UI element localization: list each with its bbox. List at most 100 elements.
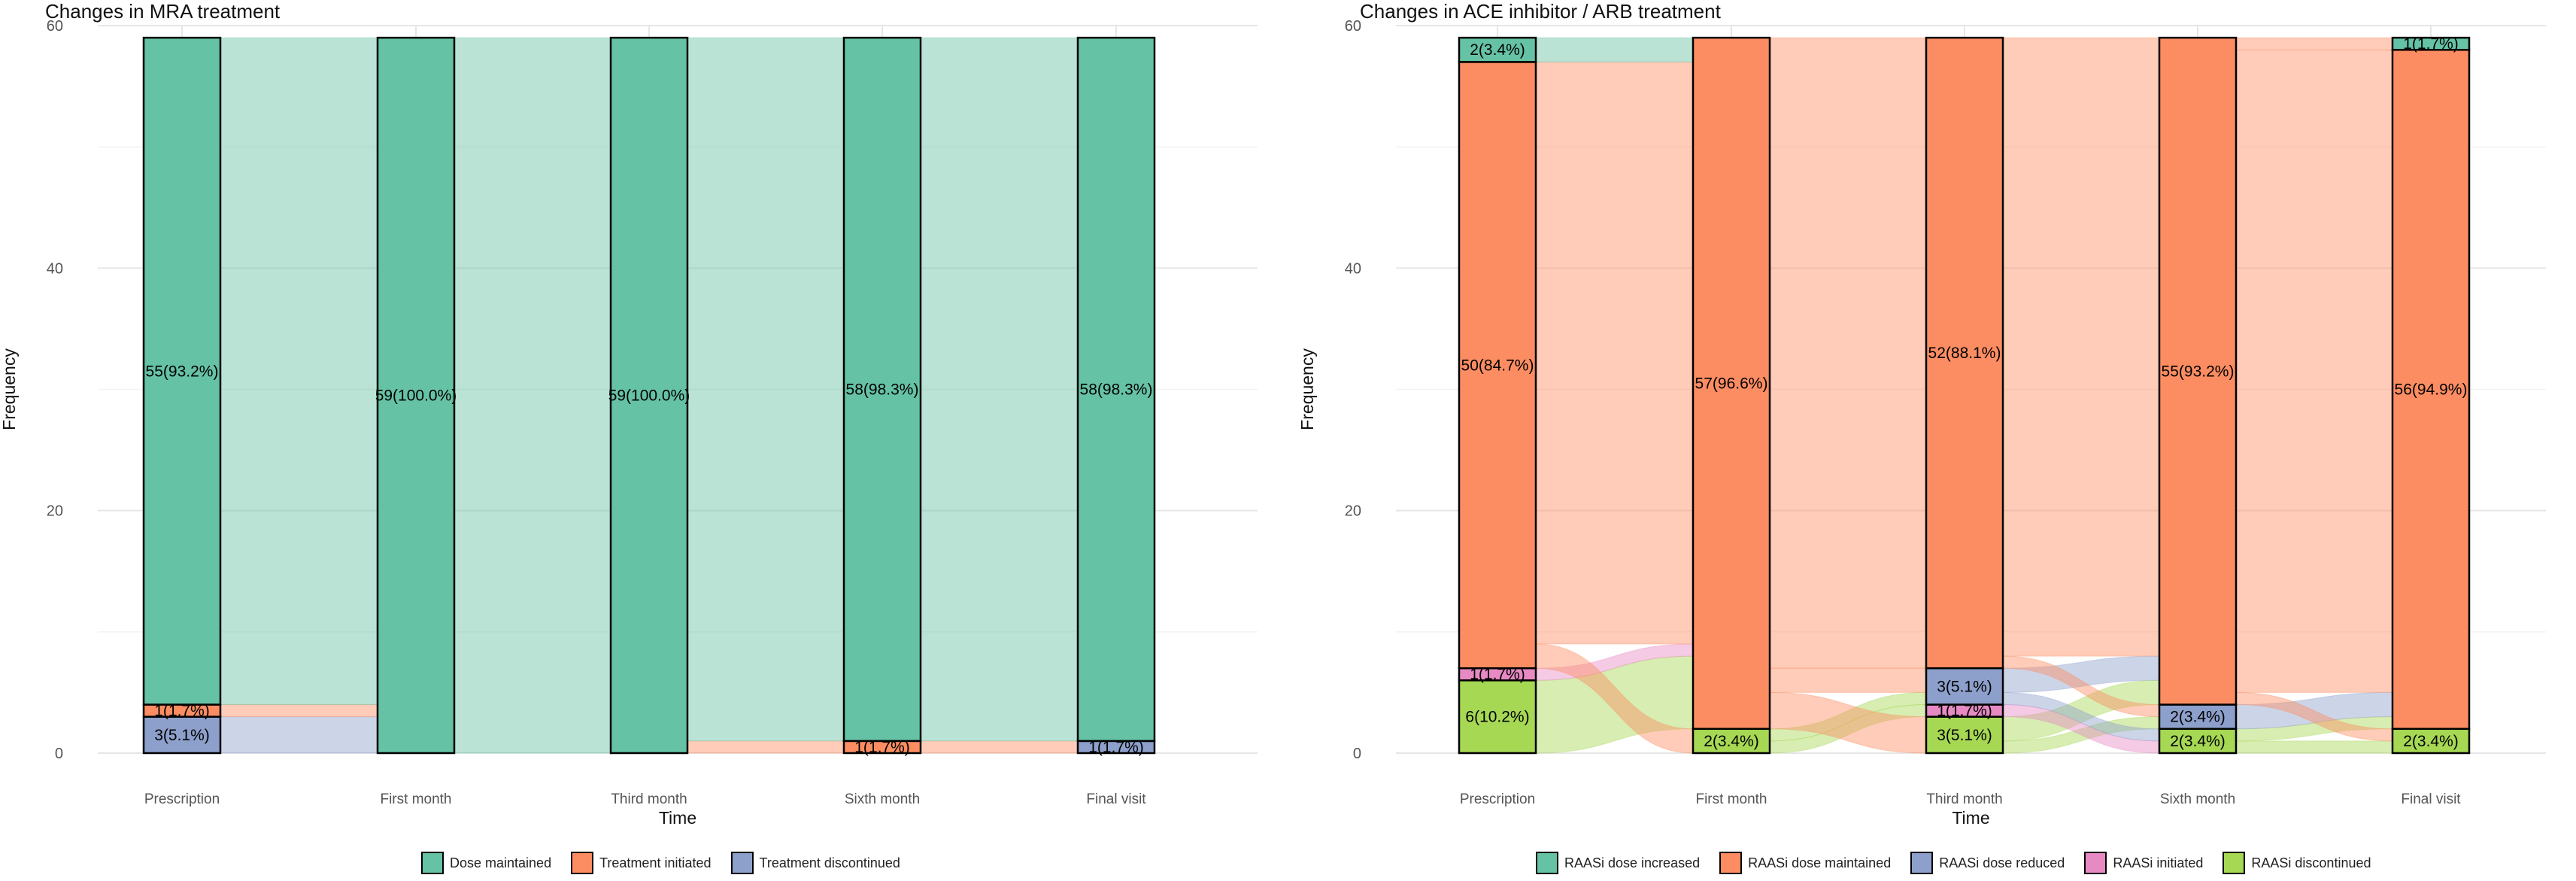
legend-key <box>2223 852 2246 874</box>
stratum-label: 3(5.1%) <box>154 727 210 744</box>
x-tick-label: Final visit <box>1086 791 1146 807</box>
x-tick-label: Third month <box>1926 791 2002 807</box>
x-axis-label: Time <box>659 808 696 828</box>
flow-dose-maintained-to-dose-maintained <box>687 37 845 742</box>
legend-key <box>571 852 594 874</box>
stratum-dose-maintained <box>376 36 456 755</box>
legend-label: Dose maintained <box>450 855 552 870</box>
stratum-label: 1(1.7%) <box>854 739 910 756</box>
legend-item-raasi-dose-increased: RAASi dose increased <box>1536 852 1700 874</box>
y-tick-label: 40 <box>1345 260 1361 277</box>
stratum-label: 6(10.2%) <box>1465 709 1529 726</box>
x-tick-label: Sixth month <box>845 791 920 807</box>
legend-label: RAASi dose increased <box>1564 855 1701 870</box>
x-tick-label: Prescription <box>1460 791 1535 807</box>
legend-label: RAASi dose reduced <box>1939 855 2065 870</box>
stratum-raasi-discontinued <box>2391 728 2471 755</box>
raasi-chart-panel: Changes in ACE inhibitor / ARB treatment… <box>1288 0 2576 881</box>
flow-raasi-dose-maintained-to-raasi-dose-maintained <box>2002 37 2160 657</box>
stratum-label: 1(1.7%) <box>154 703 210 720</box>
stratum-dose-maintained <box>142 36 222 706</box>
stratum-label: 2(3.4%) <box>1470 41 1525 59</box>
y-axis: 0 20 40 60 Frequency <box>1297 18 1361 762</box>
stratum-label: 55(93.2%) <box>2162 363 2235 380</box>
stratum-label: 1(1.7%) <box>1088 739 1144 756</box>
stratum-label: 56(94.9%) <box>2395 381 2468 399</box>
stratum-raasi-dose-maintained <box>1925 36 2004 670</box>
stratum-label: 59(100.0%) <box>375 387 457 405</box>
stratum-label: 3(5.1%) <box>1937 727 1992 744</box>
y-tick-label: 20 <box>47 503 63 520</box>
flow-raasi-dose-maintained-to-raasi-dose-maintained <box>1769 37 1927 669</box>
flow-dose-maintained-to-dose-maintained <box>220 37 378 706</box>
flow-dose-maintained-to-dose-maintained <box>920 37 1079 742</box>
stratum-label: 55(93.2%) <box>146 363 219 380</box>
flow-raasi-dose-maintained-to-raasi-dose-maintained <box>1535 61 1694 645</box>
stratum-label: 2(3.4%) <box>2170 733 2226 750</box>
x-tick-label: Prescription <box>144 791 220 807</box>
flow-raasi-dose-increased-to-raasi-dose-maintained <box>1535 37 1694 62</box>
stratum-treatment-discontinued <box>142 715 222 755</box>
x-axis-label: Time <box>1952 808 1989 828</box>
y-tick-label: 60 <box>1345 18 1361 35</box>
y-tick-label: 0 <box>55 746 63 762</box>
stratum-labels: 6(10.2%) 1(1.7%) 50(84.7%) 2(3.4%) 2(3.4%) 57… <box>1461 35 2468 750</box>
stratum-labels: 3(5.1%) 1(1.7%) 55(93.2%) 59(100.0%) 59(100.… <box>146 363 1153 756</box>
legend-key <box>1536 852 1558 874</box>
mra-chart-panel: Changes in MRA treatment 3(5.1%) 1(1.7%) 5… <box>0 0 1258 874</box>
stratum-raasi-dose-maintained <box>2391 48 2471 731</box>
y-tick-label: 0 <box>1353 746 1361 762</box>
flow-treatment-initiated-to-dose-maintained <box>220 704 378 718</box>
legend-item-raasi-dose-reduced: RAASi dose reduced <box>1910 852 2065 874</box>
stratum-raasi-discontinued <box>1458 679 1537 755</box>
stratum-dose-maintained <box>1076 36 1156 743</box>
legend-key <box>1910 852 1934 874</box>
stratum-raasi-dose-maintained <box>1692 36 1771 731</box>
mra-alluvial-chart: 3(5.1%) 1(1.7%) 55(93.2%) 59(100.0%) 59(100.… <box>0 18 1258 828</box>
stratum-dose-maintained <box>609 36 689 755</box>
chart-legend: RAASi dose increased RAASi dose maintaine… <box>1536 852 2371 874</box>
legend-label: RAASi discontinued <box>2251 855 2371 870</box>
strata <box>1458 36 2471 755</box>
y-axis-label: Frequency <box>1297 348 1317 430</box>
legend-key <box>1719 852 1743 874</box>
flow-treatment-discontinued-to-dose-maintained <box>220 716 378 754</box>
stratum-label: 50(84.7%) <box>1461 357 1534 374</box>
stratum-label: 1(1.7%) <box>1470 666 1525 683</box>
strata <box>142 36 1156 755</box>
y-axis: 0 20 40 60 Frequency <box>0 18 63 762</box>
y-tick-label: 20 <box>1345 503 1361 520</box>
stratum-label: 59(100.0%) <box>608 387 690 405</box>
legend-label: RAASi dose maintained <box>1748 855 1892 870</box>
y-axis-label: Frequency <box>0 348 19 430</box>
stratum-raasi-dose-increased <box>2391 36 2471 51</box>
legend-item-dose-maintained: Dose maintained <box>421 852 551 874</box>
x-tick-label: Third month <box>611 791 687 807</box>
legend-label: RAASi initiated <box>2113 855 2204 870</box>
x-tick-label: Sixth month <box>2160 791 2235 807</box>
stratum-label: 1(1.7%) <box>1937 703 1992 720</box>
legend-label: Treatment initiated <box>599 855 712 870</box>
flow-raasi-dose-maintained-to-raasi-dose-increased <box>2235 37 2393 50</box>
x-axis: Prescription First month Third month Sixth … <box>1460 791 2461 828</box>
legend-key <box>421 852 444 874</box>
stratum-label: 57(96.6%) <box>1695 375 1768 392</box>
legend-item-raasi-initiated: RAASi initiated <box>2084 852 2203 874</box>
chart-title: Changes in ACE inhibitor / ARB treatment <box>1360 0 1721 23</box>
legend-item-raasi-dose-maintained: RAASi dose maintained <box>1719 852 1891 874</box>
chart-legend: Dose maintained Treatment initiated Treatm… <box>421 852 900 874</box>
flow-dose-maintained-to-dose-maintained <box>454 37 611 754</box>
legend-item-treatment-discontinued: Treatment discontinued <box>730 852 900 874</box>
x-tick-label: Final visit <box>2401 791 2461 807</box>
legend-key <box>730 852 754 874</box>
stratum-raasi-discontinued <box>2158 728 2238 755</box>
stratum-raasi-dose-reduced <box>1925 667 2004 706</box>
stratum-label: 2(3.4%) <box>2403 733 2459 750</box>
stratum-label: 2(3.4%) <box>1704 733 1759 750</box>
stratum-label: 3(5.1%) <box>1937 678 1992 695</box>
stratum-raasi-dose-maintained <box>2158 36 2238 706</box>
stratum-label: 52(88.1%) <box>1928 345 2001 362</box>
x-tick-label: First month <box>380 791 451 807</box>
flow-raasi-dose-maintained-to-raasi-dose-reduced <box>1769 667 1927 693</box>
stratum-label: 58(98.3%) <box>846 381 919 399</box>
